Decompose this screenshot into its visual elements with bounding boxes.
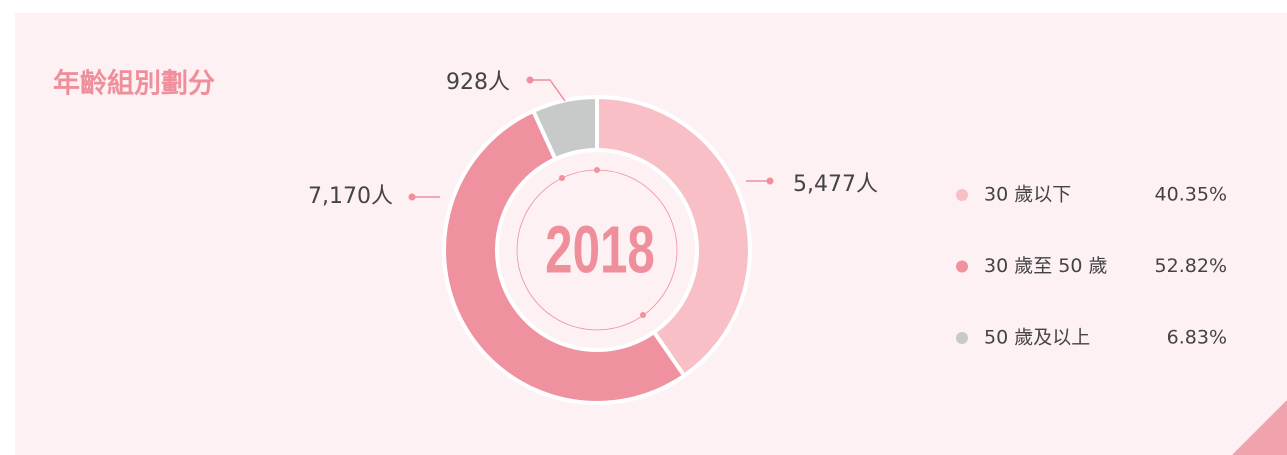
- leader-line: [530, 79, 566, 102]
- data-label: 7,170人: [308, 184, 393, 209]
- legend-share: 6.83%: [1167, 327, 1227, 349]
- legend-label: 30 歲至 50 歲: [984, 255, 1107, 277]
- ring-dot: [594, 167, 600, 173]
- data-label: 928人: [446, 70, 510, 95]
- legend-label: 30 歲以下: [984, 184, 1071, 206]
- leader-dot: [526, 76, 534, 84]
- legend-marker: [956, 260, 968, 273]
- leader-dot: [766, 177, 774, 185]
- legend-share: 52.82%: [1155, 255, 1227, 277]
- donut-slice: [595, 94, 752, 379]
- legend-share: 40.35%: [1155, 184, 1227, 206]
- leader-dot: [408, 193, 416, 201]
- donut-slice: [442, 108, 688, 405]
- ring-dot: [559, 175, 565, 181]
- corner-decoration: [1232, 400, 1287, 455]
- chart-title: 年齡組別劃分: [53, 68, 215, 100]
- legend-marker: [956, 189, 968, 201]
- legend-label: 50 歲及以上: [984, 327, 1090, 349]
- ring-dot: [640, 312, 646, 318]
- data-label: 5,477人: [793, 172, 878, 197]
- center-label: 2018: [545, 213, 655, 287]
- legend-marker: [956, 332, 968, 344]
- donut-slice: [530, 94, 599, 162]
